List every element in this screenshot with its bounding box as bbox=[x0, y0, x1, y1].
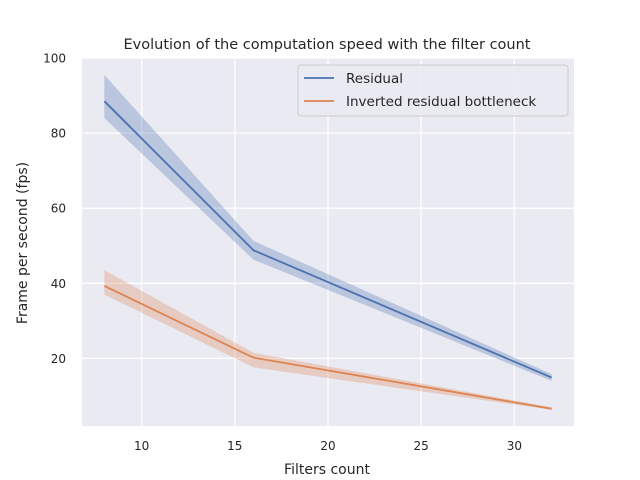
y-tick-label: 40 bbox=[51, 277, 66, 291]
legend-label-0: Residual bbox=[346, 71, 403, 87]
y-tick-label: 20 bbox=[51, 352, 66, 366]
x-axis-label: Filters count bbox=[284, 462, 370, 478]
series-lines bbox=[103, 100, 552, 410]
gridlines bbox=[82, 57, 574, 426]
y-axis-label: Frame per second (fps) bbox=[15, 162, 31, 324]
y-tick-label: 100 bbox=[43, 52, 66, 66]
y-tick-label: 60 bbox=[51, 202, 66, 216]
x-tick-label: 25 bbox=[414, 439, 429, 453]
series-0-line bbox=[103, 100, 552, 379]
x-tick-labels: 10 15 20 25 30 bbox=[134, 439, 522, 453]
legend-label-1: Inverted residual bottleneck bbox=[346, 94, 536, 110]
x-tick-label: 20 bbox=[320, 439, 335, 453]
legend-box bbox=[297, 64, 569, 117]
legend: Residual Inverted residual bottleneck bbox=[297, 64, 569, 117]
y-tick-label: 80 bbox=[51, 127, 66, 141]
x-tick-label: 30 bbox=[507, 439, 522, 453]
x-tick-label: 15 bbox=[227, 439, 242, 453]
x-tick-label: 10 bbox=[134, 439, 149, 453]
y-tick-labels: 20 40 60 80 100 bbox=[43, 52, 66, 366]
series-1-line bbox=[103, 285, 552, 410]
chart-title: Evolution of the computation speed with … bbox=[124, 37, 531, 53]
